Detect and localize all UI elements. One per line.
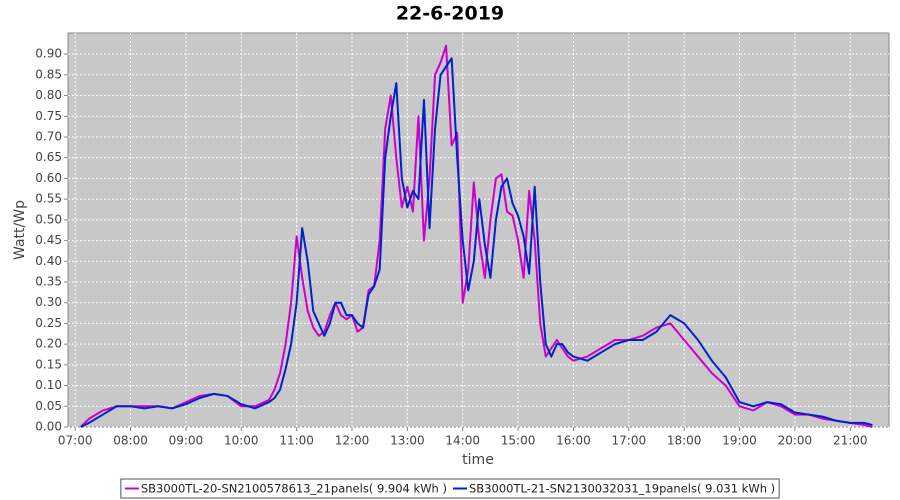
legend-label: SB3000TL-20-SN2100578613_21panels( 9.904… — [141, 482, 447, 496]
y-tick-label: 0.40 — [35, 254, 62, 268]
x-axis-label: time — [462, 452, 494, 468]
y-tick-label: 0.00 — [35, 420, 62, 434]
y-tick-label: 0.20 — [35, 337, 62, 351]
y-tick-label: 0.30 — [35, 295, 62, 309]
y-axis-label: Watt/Wp — [12, 200, 28, 260]
x-tick-label: 17:00 — [612, 434, 647, 448]
y-tick-label: 0.05 — [35, 399, 62, 413]
y-tick-label: 0.55 — [35, 192, 62, 206]
x-tick-label: 10:00 — [224, 434, 259, 448]
x-tick-label: 13:00 — [390, 434, 425, 448]
y-tick-label: 0.85 — [35, 67, 62, 81]
x-tick-label: 09:00 — [169, 434, 204, 448]
x-tick-label: 08:00 — [113, 434, 148, 448]
x-tick-label: 20:00 — [778, 434, 813, 448]
y-tick-label: 0.90 — [35, 47, 62, 61]
y-tick-label: 0.35 — [35, 274, 62, 288]
x-tick-label: 14:00 — [445, 434, 480, 448]
y-tick-label: 0.75 — [35, 109, 62, 123]
x-tick-label: 21:00 — [833, 434, 868, 448]
legend-box — [120, 478, 780, 499]
y-tick-label: 0.80 — [35, 88, 62, 102]
y-tick-label: 0.50 — [35, 212, 62, 226]
y-tick-label: 0.70 — [35, 129, 62, 143]
x-tick-label: 19:00 — [722, 434, 757, 448]
y-tick-label: 0.45 — [35, 233, 62, 247]
x-tick-label: 07:00 — [58, 434, 93, 448]
x-tick-label: 16:00 — [556, 434, 591, 448]
y-tick-label: 0.10 — [35, 378, 62, 392]
x-tick-label: 18:00 — [667, 434, 702, 448]
y-tick-label: 0.65 — [35, 150, 62, 164]
legend-label: SB3000TL-21-SN2130032031_19panels( 9.031… — [469, 482, 775, 496]
x-tick-label: 12:00 — [335, 434, 370, 448]
y-tick-label: 0.60 — [35, 171, 62, 185]
series-line — [80, 57, 873, 428]
y-tick-label: 0.25 — [35, 316, 62, 330]
legend: SB3000TL-20-SN2100578613_21panels( 9.904… — [120, 478, 780, 499]
y-tick-label: 0.15 — [35, 357, 62, 371]
x-tick-label: 11:00 — [279, 434, 314, 448]
series-line — [80, 44, 873, 428]
chart-title: 22-6-2019 — [396, 3, 504, 25]
x-tick-label: 15:00 — [501, 434, 536, 448]
